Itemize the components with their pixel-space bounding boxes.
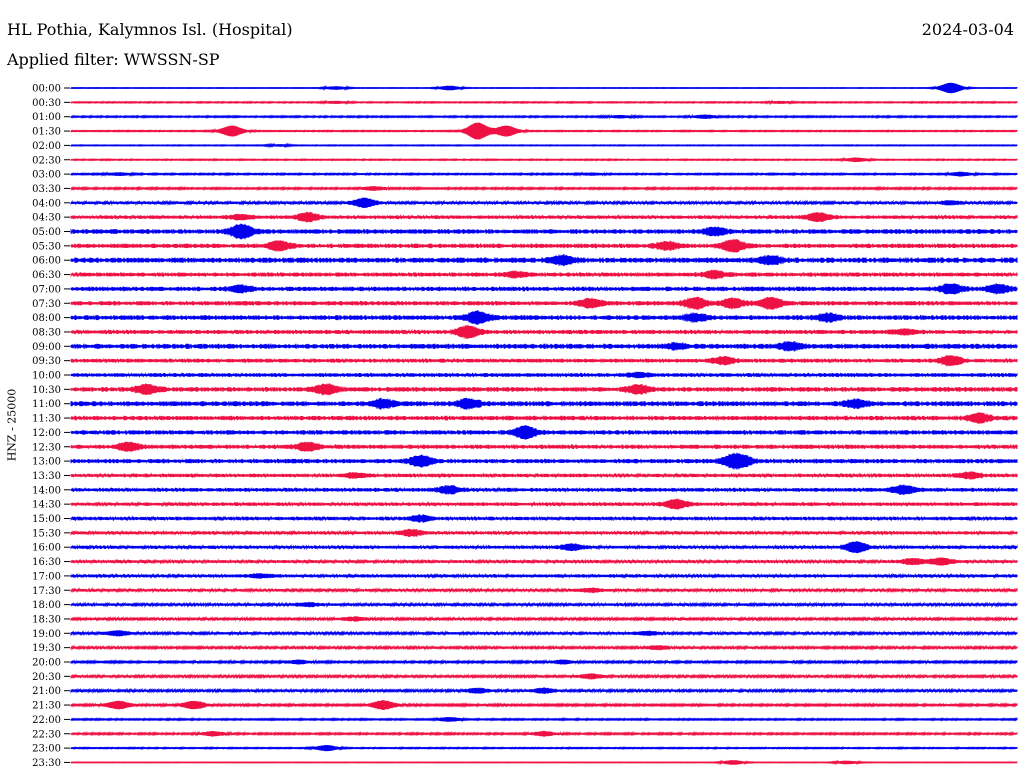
record-date: 2024-03-04 (921, 20, 1014, 39)
row-time-label: 01:30 (32, 127, 61, 138)
row-time-label: 12:30 (32, 442, 61, 453)
row-time-label: 22:30 (32, 729, 61, 740)
row-time-label: 03:00 (32, 170, 61, 181)
row-time-label: 20:30 (32, 672, 61, 683)
row-time-label: 18:00 (32, 600, 61, 611)
row-time-label: 17:00 (32, 571, 61, 582)
row-time-label: 17:30 (32, 586, 61, 597)
row-time-label: 04:30 (32, 213, 61, 224)
row-time-label: 04:00 (32, 198, 61, 209)
row-time-label: 06:00 (32, 256, 61, 267)
row-time-label: 05:30 (32, 241, 61, 252)
row-time-label: 18:30 (32, 614, 61, 625)
row-time-label: 10:30 (32, 385, 61, 396)
row-time-label: 19:30 (32, 643, 61, 654)
row-time-label: 00:30 (32, 98, 61, 109)
station-title: HL Pothia, Kalymnos Isl. (Hospital) (7, 20, 293, 39)
row-time-label: 11:00 (32, 399, 61, 410)
row-time-label: 09:00 (32, 342, 61, 353)
row-time-label: 11:30 (32, 414, 61, 425)
row-time-label: 21:00 (32, 686, 61, 697)
row-time-label: 09:30 (32, 356, 61, 367)
row-time-label: 02:00 (32, 141, 61, 152)
row-time-label: 15:30 (32, 528, 61, 539)
row-time-label: 16:00 (32, 543, 61, 554)
row-time-label: 10:00 (32, 371, 61, 382)
row-time-label: 13:30 (32, 471, 61, 482)
row-time-label: 06:30 (32, 270, 61, 281)
row-time-label: 08:30 (32, 327, 61, 338)
row-time-label: 07:30 (32, 299, 61, 310)
row-time-label: 23:30 (32, 758, 61, 769)
row-time-label: 19:00 (32, 629, 61, 640)
row-time-label: 23:00 (32, 744, 61, 755)
row-time-label: 05:00 (32, 227, 61, 238)
row-time-label: 14:30 (32, 500, 61, 511)
row-time-label: 08:00 (32, 313, 61, 324)
row-time-label: 16:30 (32, 557, 61, 568)
row-time-label: 14:00 (32, 485, 61, 496)
row-time-label: 20:00 (32, 658, 61, 669)
row-time-label: 13:00 (32, 457, 61, 468)
row-time-label: 12:00 (32, 428, 61, 439)
row-time-label: 01:00 (32, 112, 61, 123)
row-time-label: 07:00 (32, 284, 61, 295)
row-time-label: 22:00 (32, 715, 61, 726)
row-time-label: 15:00 (32, 514, 61, 525)
row-time-label: 02:30 (32, 155, 61, 166)
row-time-label: 03:30 (32, 184, 61, 195)
row-time-label: 21:30 (32, 701, 61, 712)
row-time-label: 00:00 (32, 84, 61, 95)
filter-label: Applied filter: WWSSN-SP (7, 50, 220, 69)
